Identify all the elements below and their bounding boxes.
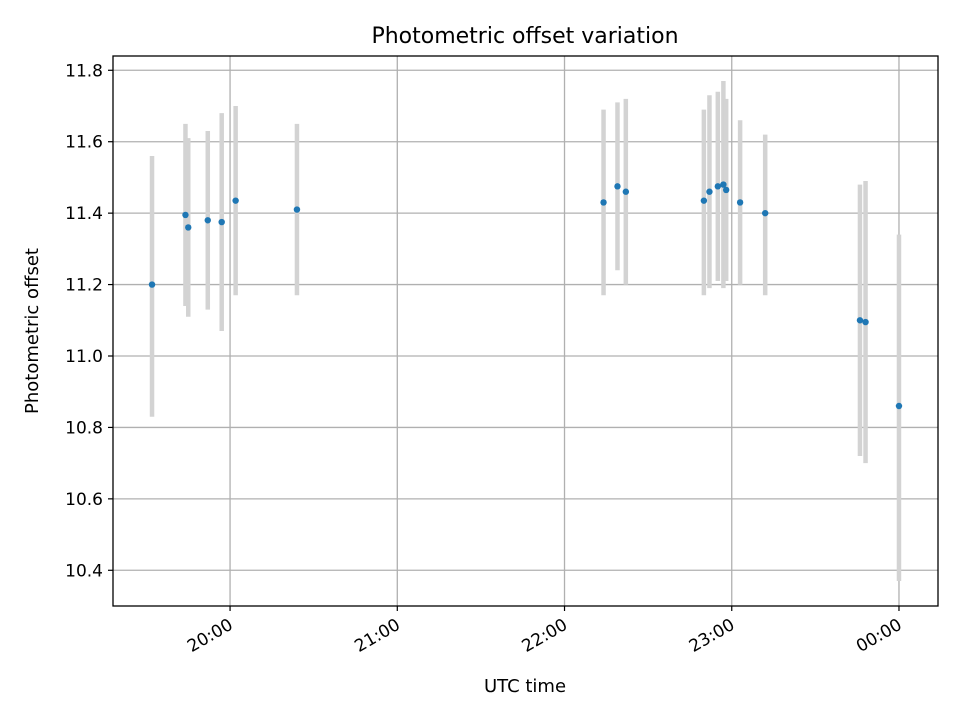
data-points — [148, 181, 903, 410]
data-point — [182, 211, 189, 219]
chart-title: Photometric offset variation — [371, 24, 678, 49]
y-tick-label: 11.2 — [65, 276, 103, 296]
y-axis-ticks: 10.4 10.6 10.8 11.0 11.2 11.4 11.6 11.8 — [65, 61, 113, 581]
plot-frame — [112, 55, 939, 607]
y-tick-label: 11.6 — [65, 133, 103, 153]
data-point — [706, 188, 713, 195]
data-point — [148, 281, 156, 288]
y-tick-label: 11.8 — [65, 61, 103, 81]
data-point — [722, 186, 730, 194]
x-axis-label: UTC time — [484, 676, 566, 697]
data-point — [862, 318, 869, 326]
y-axis-label: Photometric offset — [22, 248, 43, 414]
y-tick-label: 11.4 — [65, 204, 103, 224]
data-point — [218, 218, 225, 226]
data-point — [761, 209, 769, 217]
y-tick-label: 10.8 — [65, 418, 103, 438]
data-point — [700, 197, 708, 204]
data-point — [204, 217, 211, 224]
data-point — [232, 197, 239, 204]
data-point — [622, 188, 630, 195]
y-tick-label: 11.0 — [65, 347, 103, 367]
data-point — [736, 199, 744, 206]
data-point — [293, 206, 301, 213]
data-point — [600, 199, 607, 206]
y-tick-label: 10.6 — [65, 490, 103, 510]
data-point — [185, 224, 192, 231]
y-tick-label: 10.4 — [65, 561, 103, 581]
data-point — [714, 183, 722, 190]
data-point — [895, 402, 903, 410]
data-point — [614, 183, 621, 190]
data-point — [856, 317, 864, 324]
data-point — [720, 181, 727, 188]
